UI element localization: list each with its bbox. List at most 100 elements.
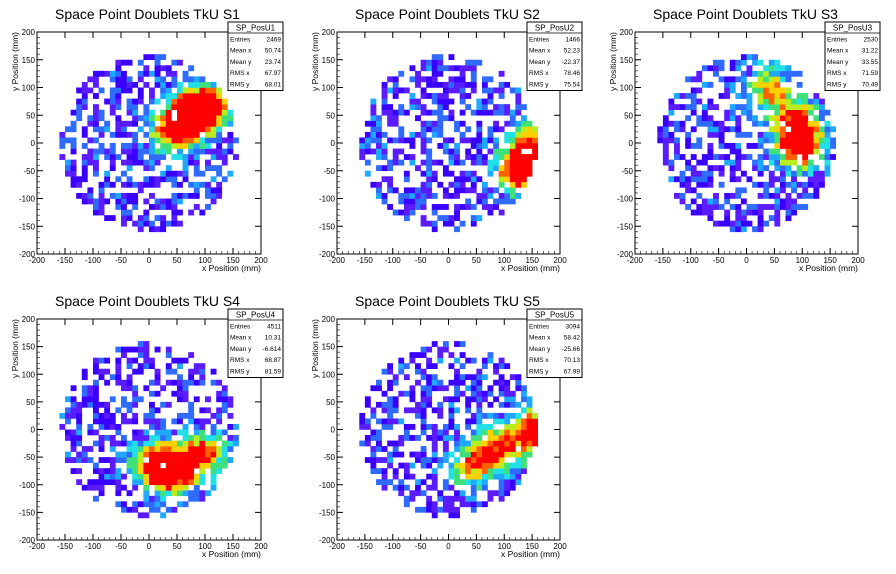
- heatmap-cell: [791, 115, 797, 122]
- heatmap-cell: [115, 484, 122, 491]
- heatmap-cell: [813, 143, 820, 149]
- heatmap-cell: [729, 176, 736, 183]
- heatmap-cell: [459, 390, 466, 397]
- heatmap-cell: [376, 181, 382, 188]
- heatmap-cell: [149, 98, 155, 105]
- heatmap-cell: [65, 170, 71, 177]
- heatmap-cell: [481, 363, 488, 370]
- heatmap-cell: [724, 115, 731, 122]
- heatmap-cell: [454, 181, 460, 188]
- x-tick-label: -150: [357, 256, 374, 265]
- heatmap-cell: [403, 170, 410, 177]
- heatmap-cell: [746, 54, 753, 61]
- heatmap-cell: [807, 181, 814, 188]
- heatmap-cell: [398, 159, 405, 166]
- heatmap-cell: [437, 385, 444, 392]
- heatmap-cell: [768, 98, 775, 105]
- heatmap-cell: [370, 137, 377, 144]
- heatmap-cell: [509, 412, 516, 419]
- heatmap-cell: [409, 495, 416, 502]
- heatmap-cell: [454, 407, 460, 414]
- heatmap-cell: [713, 104, 719, 110]
- heatmap-cell: [109, 109, 116, 116]
- heatmap-cell: [160, 484, 167, 491]
- heatmap-cell: [149, 462, 155, 469]
- heatmap-cell: [381, 109, 388, 116]
- heatmap-cell: [437, 379, 444, 386]
- heatmap-cell: [454, 506, 460, 513]
- heatmap-cells: [59, 341, 239, 519]
- heatmap-cell: [165, 165, 172, 172]
- heatmap-cell: [98, 368, 105, 375]
- heatmap-cell: [509, 109, 516, 116]
- heatmap-cell: [481, 484, 488, 491]
- heatmap-cell: [476, 451, 483, 458]
- heatmap-cell: [132, 98, 139, 105]
- heatmap-cell: [718, 65, 725, 72]
- heatmap-cell: [109, 473, 116, 480]
- heatmap-cell: [143, 468, 150, 475]
- heatmap-cell: [387, 462, 394, 469]
- heatmap-cell: [807, 159, 814, 166]
- histogram-panel-1: -200 -150 -100 -50 0 50 100 150 200-200-150-100-…: [10, 6, 284, 273]
- heatmap-cell: [76, 418, 83, 425]
- heatmap-cell: [679, 104, 686, 110]
- heatmap-cell: [126, 181, 133, 188]
- x-axis-title: x Position (mm): [501, 263, 560, 273]
- heatmap-cell: [498, 390, 505, 397]
- heatmap-cell: [426, 462, 433, 469]
- heatmap-cell: [126, 457, 133, 463]
- heatmap-cell: [685, 143, 692, 149]
- x-tick-label: -50: [115, 256, 127, 265]
- heatmap-cell: [210, 165, 217, 172]
- heatmap-cell: [165, 484, 172, 491]
- heatmap-cell: [398, 209, 405, 216]
- heatmap-cell: [65, 451, 71, 458]
- heatmap-cell: [381, 104, 388, 110]
- heatmap-cell: [137, 148, 144, 155]
- heatmap-cell: [210, 435, 217, 441]
- heatmap-cell: [227, 148, 234, 155]
- heatmap-cell: [459, 70, 466, 77]
- heatmap-cell: [409, 154, 416, 160]
- heatmap-cell: [493, 154, 499, 160]
- heatmap-cell: [205, 435, 211, 441]
- heatmap-cell: [121, 352, 127, 358]
- x-tick-label: 50: [472, 542, 481, 551]
- heatmap-cell: [126, 192, 133, 199]
- heatmap-cell: [420, 170, 427, 177]
- heatmap-cell: [779, 170, 786, 177]
- heatmap-cell: [188, 159, 195, 166]
- heatmap-cell: [188, 457, 195, 463]
- heatmap-cell: [137, 457, 144, 463]
- heatmap-cell: [199, 209, 206, 216]
- heatmap-cell: [431, 374, 438, 381]
- heatmap-cell: [193, 435, 200, 441]
- heatmap-cell: [132, 115, 139, 122]
- heatmap-cell: [509, 435, 516, 441]
- heatmap-cell: [481, 143, 488, 149]
- heatmap-cell: [376, 137, 382, 144]
- heatmap-cell: [137, 226, 144, 233]
- heatmap-cell: [515, 154, 522, 160]
- heatmap-cell: [415, 81, 421, 88]
- heatmap-cell: [227, 440, 234, 447]
- heatmap-cell: [65, 418, 71, 425]
- heatmap-cell: [359, 412, 366, 419]
- heatmap-cell: [448, 396, 455, 403]
- heatmap-cell: [143, 412, 150, 419]
- heatmap-cell: [791, 98, 797, 105]
- heatmap-cell: [785, 159, 792, 166]
- heatmap-cell: [154, 429, 161, 436]
- heatmap-cell: [381, 468, 388, 475]
- heatmap-cell: [359, 423, 366, 430]
- heatmap-cell: [813, 148, 820, 155]
- heatmap-cell: [98, 423, 105, 430]
- heatmap-cell: [59, 423, 66, 430]
- heatmap-cell: [487, 187, 494, 194]
- heatmap-cell: [387, 187, 394, 194]
- heatmap-cell: [779, 87, 786, 94]
- heatmap-cell: [785, 198, 792, 205]
